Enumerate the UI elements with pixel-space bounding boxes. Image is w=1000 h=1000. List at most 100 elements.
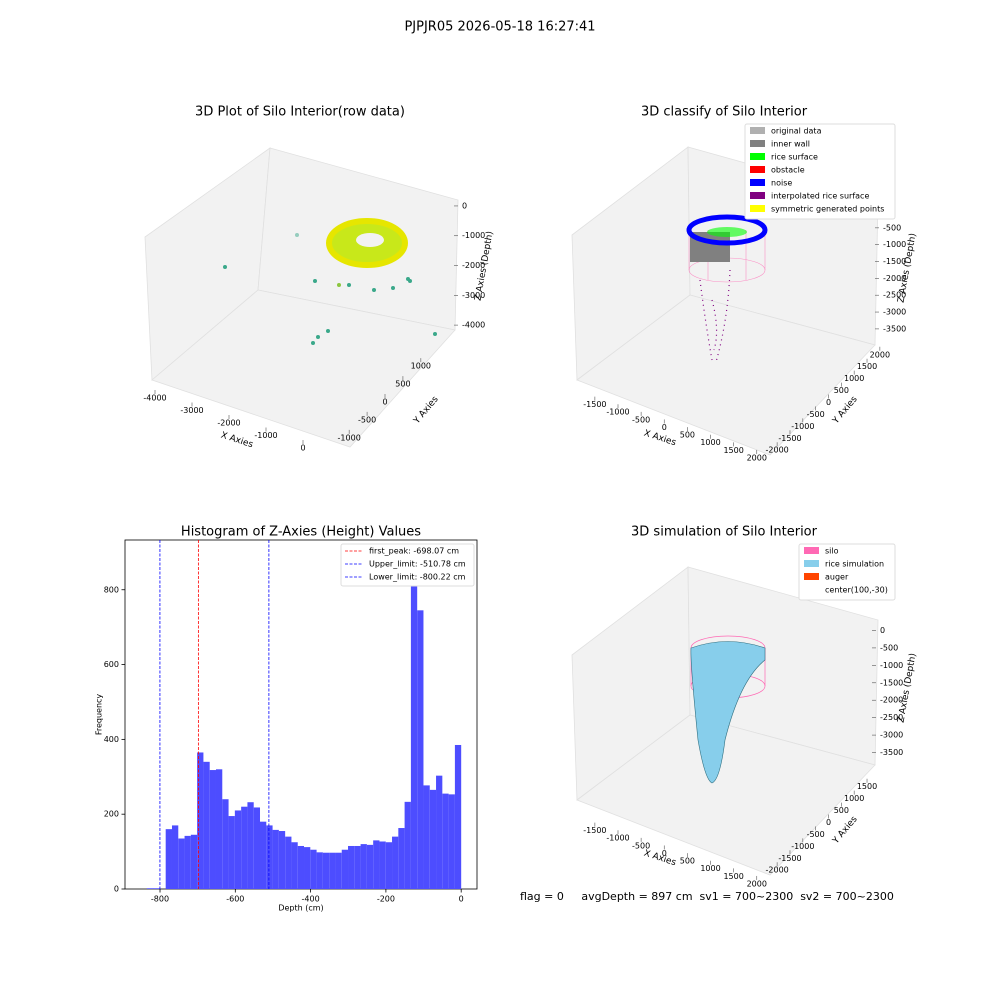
bar: [297, 845, 305, 889]
x-tick-label: 1500: [723, 446, 743, 455]
z-tick-label: -3500: [883, 324, 906, 333]
y-tick-label: -2000: [766, 866, 789, 875]
legend-box: [744, 123, 896, 220]
x-tick-label: -3000: [180, 406, 203, 415]
bar: [253, 807, 261, 889]
z-tick-label: -2000: [462, 261, 485, 270]
x-tick-label: 0: [662, 423, 667, 432]
z-tick-label: -3000: [880, 731, 903, 740]
bar: [354, 845, 361, 889]
y-tick-label: 400: [104, 735, 119, 744]
z-tick-label: -4000: [462, 321, 485, 330]
legend-swatch: [750, 192, 765, 199]
y-tick-label: -1500: [778, 434, 801, 443]
x-tick-label: -1000: [606, 834, 629, 843]
legend-label: original data: [771, 127, 822, 136]
bar: [316, 852, 323, 889]
bar: [222, 799, 229, 889]
bar: [215, 769, 223, 889]
y-tick-label: 500: [395, 380, 410, 389]
z-tick-label: -1000: [462, 231, 485, 240]
legend-label: rice surface: [771, 153, 818, 162]
legend-label: silo: [825, 547, 839, 556]
chart-title: 3D classify of Silo Interior: [641, 105, 808, 120]
bar: [272, 829, 279, 889]
y-tick-label: 0: [114, 885, 119, 894]
x-tick-label: -1000: [254, 431, 277, 440]
y-axis-label: Frequency: [95, 694, 104, 736]
bar: [335, 852, 342, 889]
legend-label: center(100,-30): [825, 586, 888, 595]
bar: [360, 844, 367, 889]
bar: [366, 844, 374, 889]
bar: [285, 836, 292, 889]
bar: [392, 836, 399, 889]
z-tick-label: -1000: [880, 661, 903, 670]
bar: [304, 847, 311, 889]
x-tick-label: -2000: [217, 419, 240, 428]
x-tick-label: -1000: [606, 408, 629, 417]
legend-swatch: [750, 205, 765, 212]
y-tick-label: -1000: [791, 422, 814, 431]
z-tick-label: -2500: [883, 291, 906, 300]
x-tick-label: 500: [680, 857, 695, 866]
bar: [329, 852, 336, 889]
bar: [448, 794, 455, 889]
legend-swatch: [750, 166, 765, 173]
y-tick-label: 1000: [844, 374, 864, 383]
x-tick-label: -600: [226, 895, 244, 904]
x-tick-label: 1500: [723, 872, 743, 881]
x-tick-label: 1000: [700, 438, 720, 447]
bar: [291, 842, 298, 889]
bar: [278, 831, 286, 889]
legend-swatch: [804, 547, 819, 554]
bar: [404, 801, 411, 889]
x-tick-label: -400: [302, 895, 320, 904]
y-tick-label: 1000: [844, 794, 864, 803]
x-tick-label: 1000: [700, 864, 720, 873]
legend-swatch: [750, 127, 765, 134]
z-tick-label: 0: [880, 626, 885, 635]
y-tick-label: 800: [104, 585, 119, 594]
z-tick-label: -3000: [462, 291, 485, 300]
legend-box: [340, 543, 475, 587]
legend-swatch: [750, 140, 765, 147]
x-tick-label: -1500: [583, 826, 606, 835]
x-tick-label: 0: [300, 444, 305, 453]
y-tick-label: -500: [807, 830, 825, 839]
y-tick-label: -1000: [791, 842, 814, 851]
bar: [260, 821, 267, 889]
y-tick-label: 1500: [857, 362, 877, 371]
x-tick-label: -4000: [143, 394, 166, 403]
bar: [153, 888, 160, 889]
suptitle: PJPJR05 2026-05-18 16:27:41: [404, 20, 595, 35]
y-tick-label: 0: [382, 398, 387, 407]
z-tick-label: 0: [462, 201, 467, 210]
legend-swatch: [804, 573, 819, 580]
bar: [266, 825, 273, 889]
bar: [410, 555, 418, 889]
y-tick-label: 500: [834, 386, 849, 395]
legend-box: [798, 543, 896, 601]
bar: [379, 841, 386, 889]
bar: [454, 744, 462, 889]
bar: [171, 825, 179, 889]
y-tick-label: -1000: [338, 433, 361, 442]
legend-swatch: [750, 179, 765, 186]
bar: [228, 816, 235, 889]
z-tick-label: -500: [883, 223, 901, 232]
y-tick-label: 500: [834, 806, 849, 815]
y-tick-label: 1500: [857, 782, 877, 791]
bar: [442, 793, 449, 889]
x-tick-label: 0: [459, 895, 464, 904]
status-text: flag = 0 avgDepth = 897 cm sv1 = 700~230…: [520, 890, 894, 903]
y-tick-label: -2000: [766, 446, 789, 455]
y-tick-label: -1500: [778, 854, 801, 863]
bar: [417, 610, 424, 889]
chart-title: 3D simulation of Silo Interior: [631, 525, 818, 540]
bar: [436, 775, 443, 889]
z-tick-label: -3000: [883, 308, 906, 317]
z-tick-label: -2000: [883, 274, 906, 283]
z-tick-label: -500: [880, 643, 898, 652]
